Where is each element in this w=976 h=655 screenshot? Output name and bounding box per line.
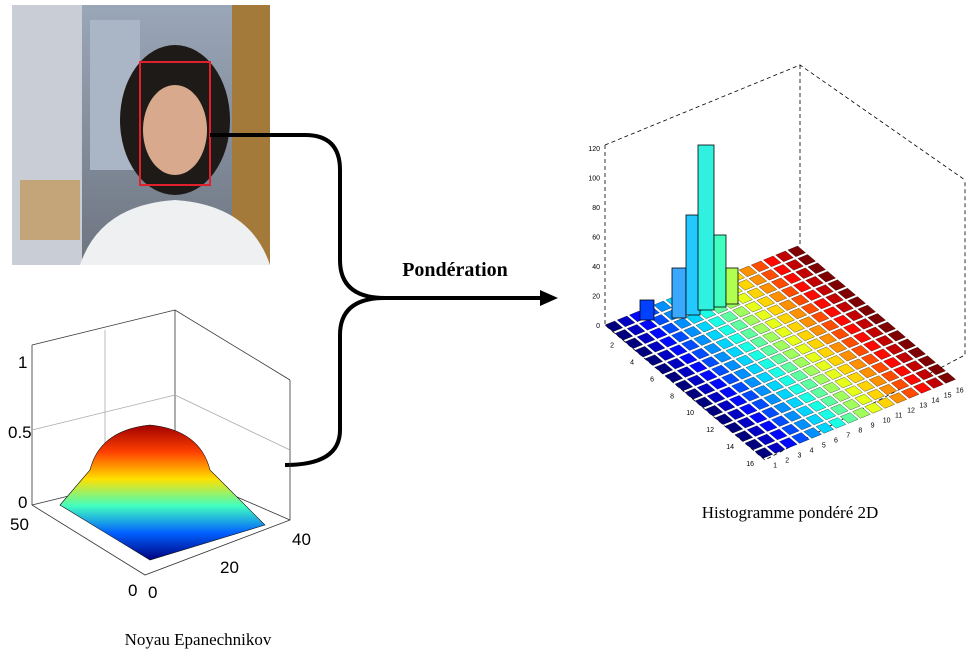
x-tick-label: 40 [292, 530, 311, 549]
x-tick-label: 10 [883, 418, 891, 425]
x-tick-label: 6 [834, 438, 838, 445]
y-tick-label: 4 [630, 360, 634, 367]
x-tick-label: 20 [220, 558, 239, 577]
arrow-head [540, 290, 558, 306]
x-tick-label: 14 [932, 398, 940, 405]
z-tick-label: 120 [588, 146, 600, 153]
x-tick-label: 4 [810, 448, 814, 455]
histogram-caption: Histogramme pondéré 2D [702, 503, 879, 522]
x-tick-label: 5 [822, 443, 826, 450]
z-tick-label: 0 [18, 493, 27, 512]
y-tick-label: 16 [746, 461, 754, 468]
z-tick-label: 100 [588, 176, 600, 183]
z-tick-label: 20 [592, 294, 600, 301]
y-tick-label: 50 [10, 515, 29, 534]
z-tick-label: 40 [592, 264, 600, 271]
y-tick-label: 2 [610, 343, 614, 350]
x-tick-label: 9 [871, 423, 875, 430]
y-tick-label: 0 [128, 581, 137, 600]
z-tick-label: 1 [18, 353, 27, 372]
z-tick-label: 80 [592, 205, 600, 212]
x-tick-label: 2 [785, 458, 789, 465]
histogram-plot [605, 65, 965, 460]
y-tick-label: 10 [686, 410, 694, 417]
x-tick-label: 1 [773, 463, 777, 470]
y-tick-label: 8 [670, 393, 674, 400]
y-tick-label: 12 [706, 427, 714, 434]
x-tick-label: 11 [895, 413, 902, 420]
kernel-caption: Noyau Epanechnikov [125, 630, 272, 649]
x-tick-label: 13 [919, 403, 927, 410]
histogram-bars [640, 145, 738, 320]
z-tick-label: 0.5 [8, 423, 32, 442]
x-tick-label: 16 [956, 388, 964, 395]
z-tick-label: 60 [592, 235, 600, 242]
y-tick-label: 14 [726, 444, 734, 451]
x-tick-label: 0 [148, 583, 157, 602]
x-tick-label: 15 [944, 393, 952, 400]
x-tick-label: 8 [858, 428, 862, 435]
x-tick-label: 3 [797, 453, 801, 460]
y-tick-label: 6 [650, 376, 654, 383]
x-tick-label: 12 [907, 408, 915, 415]
diagram: Pondération 10.5050002040 Noyau Epanechn… [0, 0, 976, 655]
x-tick-label: 7 [846, 433, 850, 440]
z-tick-label: 0 [596, 323, 600, 330]
operation-label: Pondération [402, 259, 508, 281]
kernel-plot [32, 310, 290, 575]
